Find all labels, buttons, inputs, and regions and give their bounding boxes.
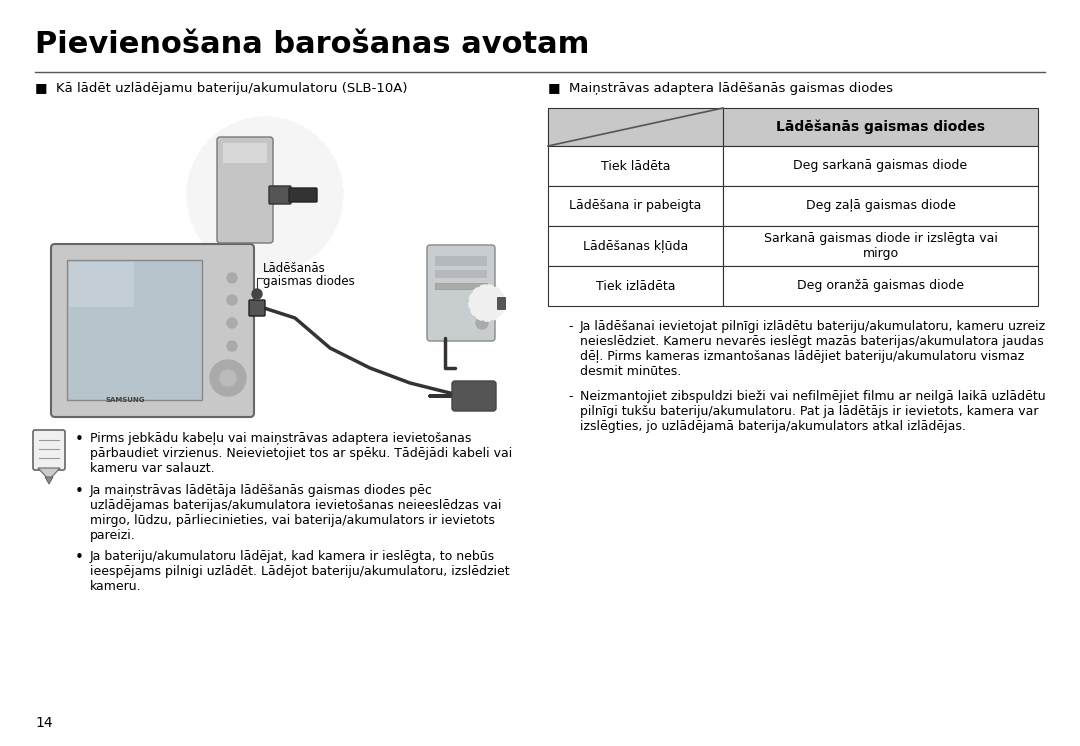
Bar <box>497 297 505 309</box>
Bar <box>69 262 134 307</box>
Text: Sarkanā gaismas diode ir izslēgta vai
mirgo: Sarkanā gaismas diode ir izslēgta vai mi… <box>764 232 998 260</box>
Circle shape <box>220 370 237 386</box>
Circle shape <box>227 341 237 351</box>
Text: •: • <box>75 432 84 447</box>
Bar <box>435 270 487 278</box>
Text: Lādēšanas kļūda: Lādēšanas kļūda <box>583 239 688 252</box>
Text: Pievienošana barošanas avotam: Pievienošana barošanas avotam <box>35 30 590 59</box>
Text: Deg zaļā gaismas diode: Deg zaļā gaismas diode <box>806 199 956 213</box>
Bar <box>67 260 202 400</box>
Bar <box>723 266 1038 306</box>
Circle shape <box>252 289 262 299</box>
Text: •: • <box>75 550 84 565</box>
Bar <box>548 108 723 146</box>
Text: •: • <box>75 484 84 499</box>
Text: Lādēšana ir pabeigta: Lādēšana ir pabeigta <box>569 199 702 213</box>
Text: SAMSUNG: SAMSUNG <box>105 397 145 403</box>
FancyBboxPatch shape <box>217 137 273 243</box>
Text: Ja maiņstrāvas lādētāja lādēšanās gaismas diodes pēc
uzlādējamas baterijas/akumu: Ja maiņstrāvas lādētāja lādēšanās gaisma… <box>90 484 501 542</box>
Bar <box>548 146 723 186</box>
Bar <box>548 186 723 226</box>
FancyBboxPatch shape <box>249 300 265 316</box>
Bar <box>723 108 1038 146</box>
Text: Tiek lādēta: Tiek lādēta <box>600 160 671 172</box>
Text: Deg sarkanā gaismas diode: Deg sarkanā gaismas diode <box>794 160 968 172</box>
Text: Ja lādēšanai ievietojat pilnīgi izlādētu bateriju/akumulatoru, kameru uzreiz
nei: Ja lādēšanai ievietojat pilnīgi izlādētu… <box>580 320 1047 378</box>
Text: 14: 14 <box>35 716 53 730</box>
Text: Tiek izlādēta: Tiek izlādēta <box>596 280 675 292</box>
Circle shape <box>469 285 505 321</box>
Bar <box>723 146 1038 186</box>
FancyBboxPatch shape <box>453 381 496 411</box>
FancyBboxPatch shape <box>33 430 65 470</box>
Bar <box>435 256 487 266</box>
Polygon shape <box>38 468 60 480</box>
Bar <box>723 226 1038 266</box>
Polygon shape <box>45 477 53 484</box>
Circle shape <box>476 317 488 329</box>
Text: Lādēšanās: Lādēšanās <box>264 262 326 275</box>
Text: -: - <box>568 320 572 333</box>
Bar <box>723 186 1038 226</box>
FancyBboxPatch shape <box>269 186 291 204</box>
Bar <box>435 283 487 289</box>
Text: Deg oranžā gaismas diode: Deg oranžā gaismas diode <box>797 280 964 292</box>
Bar <box>222 143 267 163</box>
Circle shape <box>210 360 246 396</box>
Circle shape <box>227 273 237 283</box>
Text: Neizmantojiet zibspuldzi bieži vai nefilmējiet filmu ar neilgā laikā uzlādētu
pi: Neizmantojiet zibspuldzi bieži vai nefil… <box>580 390 1045 433</box>
Circle shape <box>187 117 343 273</box>
FancyBboxPatch shape <box>51 244 254 417</box>
FancyBboxPatch shape <box>289 188 318 202</box>
Bar <box>548 266 723 306</box>
Text: Lādēšanās gaismas diodes: Lādēšanās gaismas diodes <box>777 120 985 134</box>
Text: Pirms jebkādu kabeļu vai maiņstrāvas adaptera ievietošanas
pārbaudiet virzienus.: Pirms jebkādu kabeļu vai maiņstrāvas ada… <box>90 432 512 475</box>
Text: ■  Maiņstrāvas adaptera lādēšanās gaismas diodes: ■ Maiņstrāvas adaptera lādēšanās gaismas… <box>548 82 893 95</box>
Circle shape <box>227 295 237 305</box>
Bar <box>548 226 723 266</box>
Text: Ja bateriju/akumulatoru lādējat, kad kamera ir ieslēgta, to nebūs
ieespējams pil: Ja bateriju/akumulatoru lādējat, kad kam… <box>90 550 510 593</box>
Text: ■  Kā lādēt uzlādējamu bateriju/akumulatoru (SLB-10A): ■ Kā lādēt uzlādējamu bateriju/akumulato… <box>35 82 407 95</box>
FancyBboxPatch shape <box>427 245 495 341</box>
Text: gaismas diodes: gaismas diodes <box>264 275 354 288</box>
Text: -: - <box>568 390 572 403</box>
Circle shape <box>227 318 237 328</box>
